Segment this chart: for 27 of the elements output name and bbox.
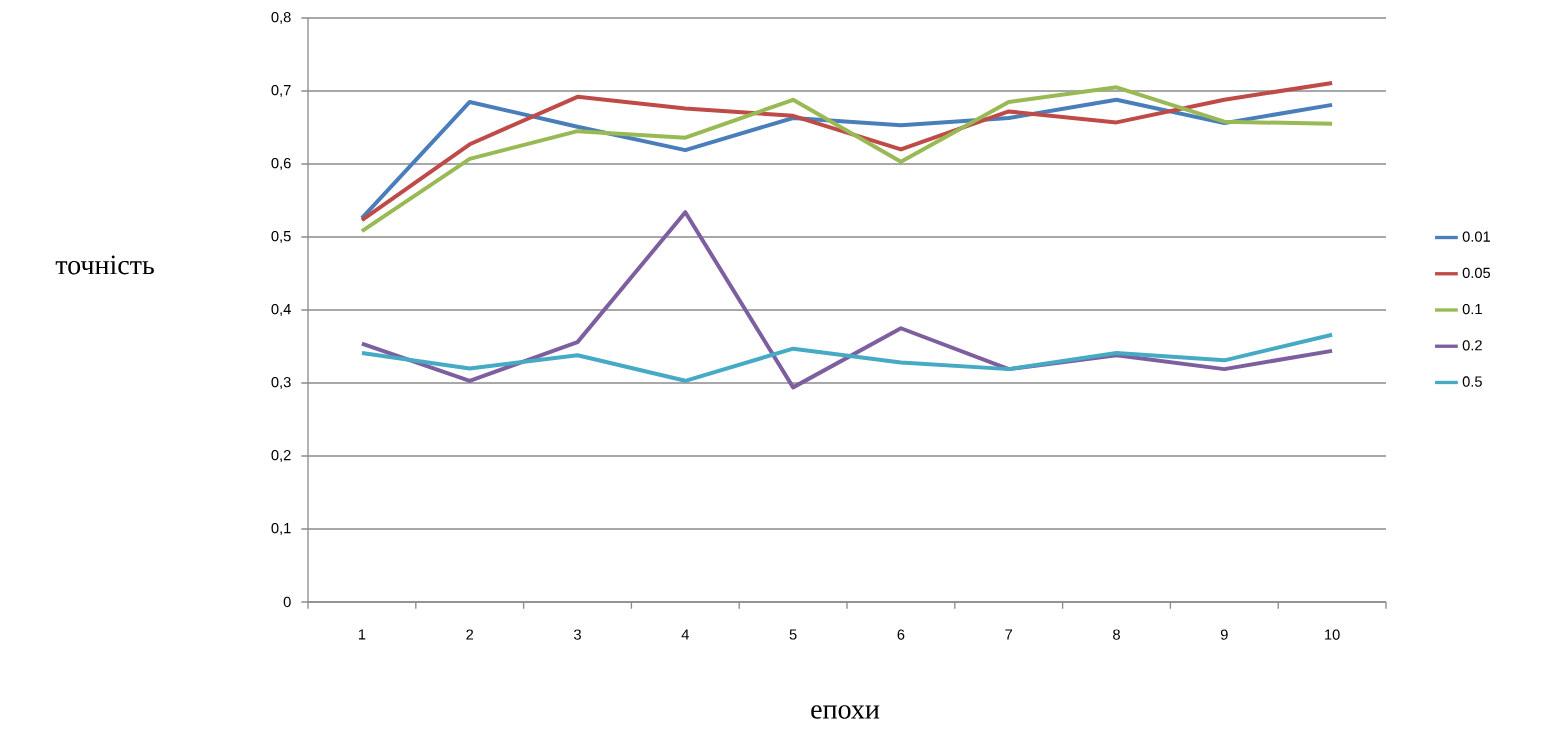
x-axis-title: епохи xyxy=(811,705,880,719)
y-tick-label: 0,7 xyxy=(271,84,291,98)
line-series xyxy=(359,332,1335,383)
y-tick-label: 0,4 xyxy=(271,303,291,317)
legend-label: 0.5 xyxy=(1462,376,1482,387)
x-tick-label: 4 xyxy=(681,629,689,640)
legend-label: 0.1 xyxy=(1462,303,1482,315)
x-tick-label: 1 xyxy=(358,629,366,640)
x-tick-label: 2 xyxy=(466,629,474,640)
legend-label: 0.2 xyxy=(1462,340,1482,351)
y-tick-label: 0 xyxy=(283,596,291,608)
x-tick-label: 7 xyxy=(1005,629,1013,640)
y-tick-label: 0,8 xyxy=(271,11,291,25)
x-tick-label: 5 xyxy=(789,629,797,640)
y-tick-label: 0,3 xyxy=(271,376,291,390)
x-tick-label: 10 xyxy=(1325,629,1340,640)
y-tick-label: 0,5 xyxy=(271,230,291,244)
y-axis-title: точність xyxy=(55,255,154,275)
x-tick-label: 8 xyxy=(1113,629,1120,640)
y-tick-label: 0,2 xyxy=(271,449,291,463)
y-tick-label: 0,6 xyxy=(271,157,291,171)
legend-label: 0.01 xyxy=(1462,231,1490,242)
legend-label: 0.05 xyxy=(1462,267,1491,279)
x-tick-label: 3 xyxy=(574,629,581,640)
x-tick-label: 9 xyxy=(1220,629,1228,640)
x-tick-label: 6 xyxy=(897,629,905,640)
y-tick-label: 0,1 xyxy=(271,522,291,536)
